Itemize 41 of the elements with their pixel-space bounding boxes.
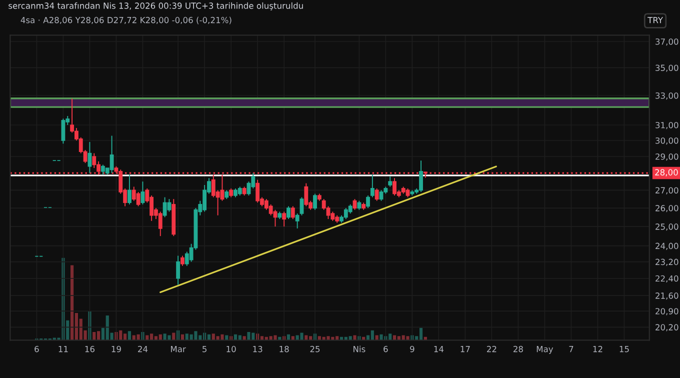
chart-title: 4sa · A28,06 Y28,06 D27,72 K28,00 -0,06 (-0,21%) — [20, 16, 232, 24]
y-tick-label: 27,00 — [656, 187, 678, 194]
x-tick-label: 16 — [85, 346, 94, 352]
x-tick-label: 12 — [593, 346, 602, 352]
text: TRY — [648, 17, 664, 24]
x-tick-label: 6 — [384, 346, 388, 352]
ref-line-label: 28,00 — [655, 169, 678, 176]
x-tick-label: 5 — [202, 346, 206, 352]
x-tick-label: 14 — [434, 346, 444, 352]
y-tick-label: 37,00 — [656, 38, 678, 46]
x-tick-label: 7 — [569, 346, 574, 352]
x-tick-label: 13 — [253, 346, 262, 352]
x-tick-label: May — [536, 346, 554, 354]
x-tick-label: 6 — [34, 346, 39, 352]
x-tick-label: 24 — [138, 346, 148, 352]
y-tick-label: 26,00 — [656, 205, 678, 212]
y-tick-label: 33,00 — [656, 92, 678, 100]
x-tick-label: Nis — [354, 346, 366, 352]
y-tick-label: 24,00 — [656, 242, 678, 250]
x-tick-label: 28 — [514, 346, 523, 352]
x-tick-label: 10 — [226, 346, 236, 352]
x-tick-label: 17 — [460, 346, 470, 352]
x-tick-label: 25 — [310, 346, 320, 352]
y-tick-label: 22,40 — [656, 275, 678, 283]
y-tick-label: 20,20 — [656, 324, 678, 332]
x-tick-label: Mar — [171, 346, 186, 352]
y-tick-label: 30,00 — [656, 137, 678, 145]
y-tick-label: 31,00 — [656, 122, 678, 130]
x-tick-label: 18 — [280, 346, 289, 352]
y-tick-label: 25,00 — [656, 224, 678, 231]
x-tick-label: 9 — [410, 346, 414, 352]
x-tick-label: 11 — [58, 346, 68, 352]
y-tick-label: 29,00 — [656, 153, 678, 161]
y-tick-label: 23,20 — [656, 258, 678, 266]
text: sercanm34 tarafından Nis 13, 2026 00:39 UTC+3 tarihinde oluşturuldu — [8, 2, 303, 10]
y-tick-label: 20,90 — [656, 308, 678, 316]
x-tick-label: 22 — [487, 346, 496, 352]
x-tick-label: 19 — [112, 346, 121, 352]
y-tick-label: 35,00 — [656, 64, 678, 72]
y-tick-label: 21,60 — [656, 292, 678, 300]
x-tick-label: 15 — [620, 346, 629, 352]
